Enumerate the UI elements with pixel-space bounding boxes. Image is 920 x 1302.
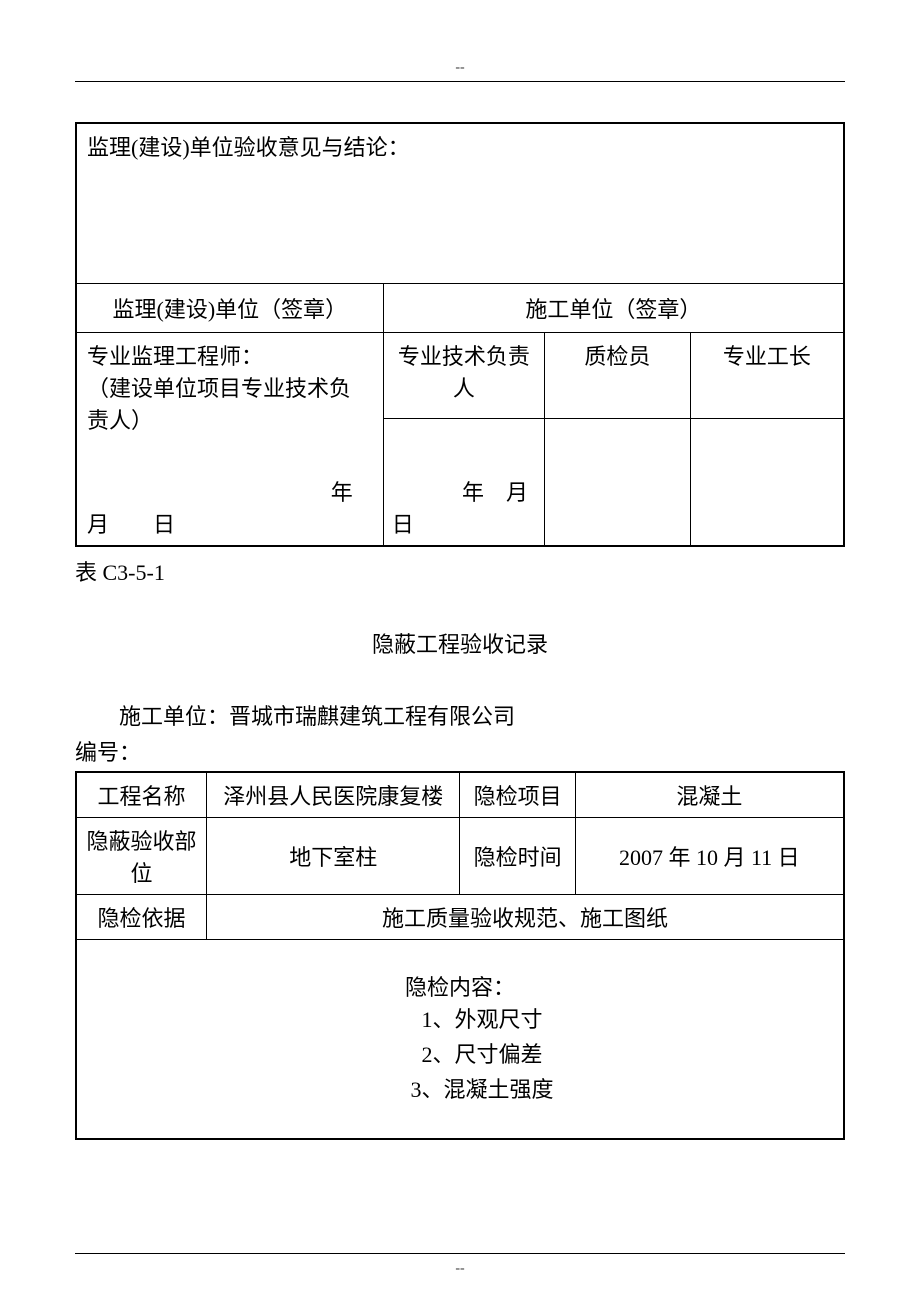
inspection-content-cell: 隐检内容： 1、外观尺寸 2、尺寸偏差 3、混凝土强度: [76, 939, 844, 1139]
engineer-sub: （建设单位项目专业技术负责人）: [87, 371, 373, 435]
inspection-record-table: 工程名称 泽州县人民医院康复楼 隐检项目 混凝土 隐蔽验收部位 地下室柱 隐检时…: [75, 771, 845, 1141]
inspection-time-header: 隐检时间: [460, 817, 575, 894]
table-number: 表 C3-5-1: [75, 555, 845, 587]
inspection-item-header: 隐检项目: [460, 772, 575, 818]
date-year: 年: [87, 475, 373, 507]
document-title: 隐蔽工程验收记录: [75, 627, 845, 659]
foreman-sign-cell: [690, 418, 844, 546]
construction-seal-cell: 施工单位（签章）: [383, 283, 844, 332]
construction-unit-value: 晋城市瑞麒建筑工程有限公司: [229, 704, 515, 729]
content-header: 隐检内容：: [81, 970, 839, 1002]
inspection-part-header: 隐蔽验收部位: [76, 817, 207, 894]
page-header-marker: --: [75, 60, 845, 81]
engineer-label: 专业监理工程师：: [87, 339, 373, 371]
project-name-header: 工程名称: [76, 772, 207, 818]
page-header-rule: [75, 81, 845, 82]
foreman-header: 专业工长: [690, 332, 844, 418]
construction-unit-line: 施工单位：晋城市瑞麒建筑工程有限公司: [75, 699, 845, 731]
inspection-basis-header: 隐检依据: [76, 894, 207, 939]
construction-unit-label: 施工单位：: [119, 704, 229, 729]
date-month-day: 月 日: [87, 507, 373, 539]
page-footer-rule: [75, 1253, 845, 1254]
supervisor-seal-cell: 监理(建设)单位（签章）: [76, 283, 383, 332]
date-d: 日: [392, 507, 536, 539]
tech-leader-header: 专业技术负责人: [383, 332, 544, 418]
content-item-2: 2、尺寸偏差: [125, 1037, 839, 1072]
inspection-time-value: 2007 年 10 月 11 日: [575, 817, 844, 894]
opinion-header-cell: 监理(建设)单位验收意见与结论：: [76, 123, 844, 283]
project-name-value: 泽州县人民医院康复楼: [207, 772, 460, 818]
acceptance-opinion-table: 监理(建设)单位验收意见与结论： 监理(建设)单位（签章） 施工单位（签章） 专…: [75, 122, 845, 547]
inspection-item-value: 混凝土: [575, 772, 844, 818]
qc-sign-cell: [544, 418, 690, 546]
content-item-3: 3、混凝土强度: [125, 1072, 839, 1107]
page-footer-marker: --: [0, 1261, 920, 1277]
tech-leader-date-cell: 年 月 日: [383, 418, 544, 546]
date-ym: 年 月: [392, 475, 536, 507]
serial-line: 编号：: [75, 735, 845, 767]
content-item-1: 1、外观尺寸: [125, 1002, 839, 1037]
inspection-basis-value: 施工质量验收规范、施工图纸: [207, 894, 844, 939]
engineer-cell: 专业监理工程师： （建设单位项目专业技术负责人） 年 月 日: [76, 332, 383, 546]
qc-header: 质检员: [544, 332, 690, 418]
inspection-part-value: 地下室柱: [207, 817, 460, 894]
